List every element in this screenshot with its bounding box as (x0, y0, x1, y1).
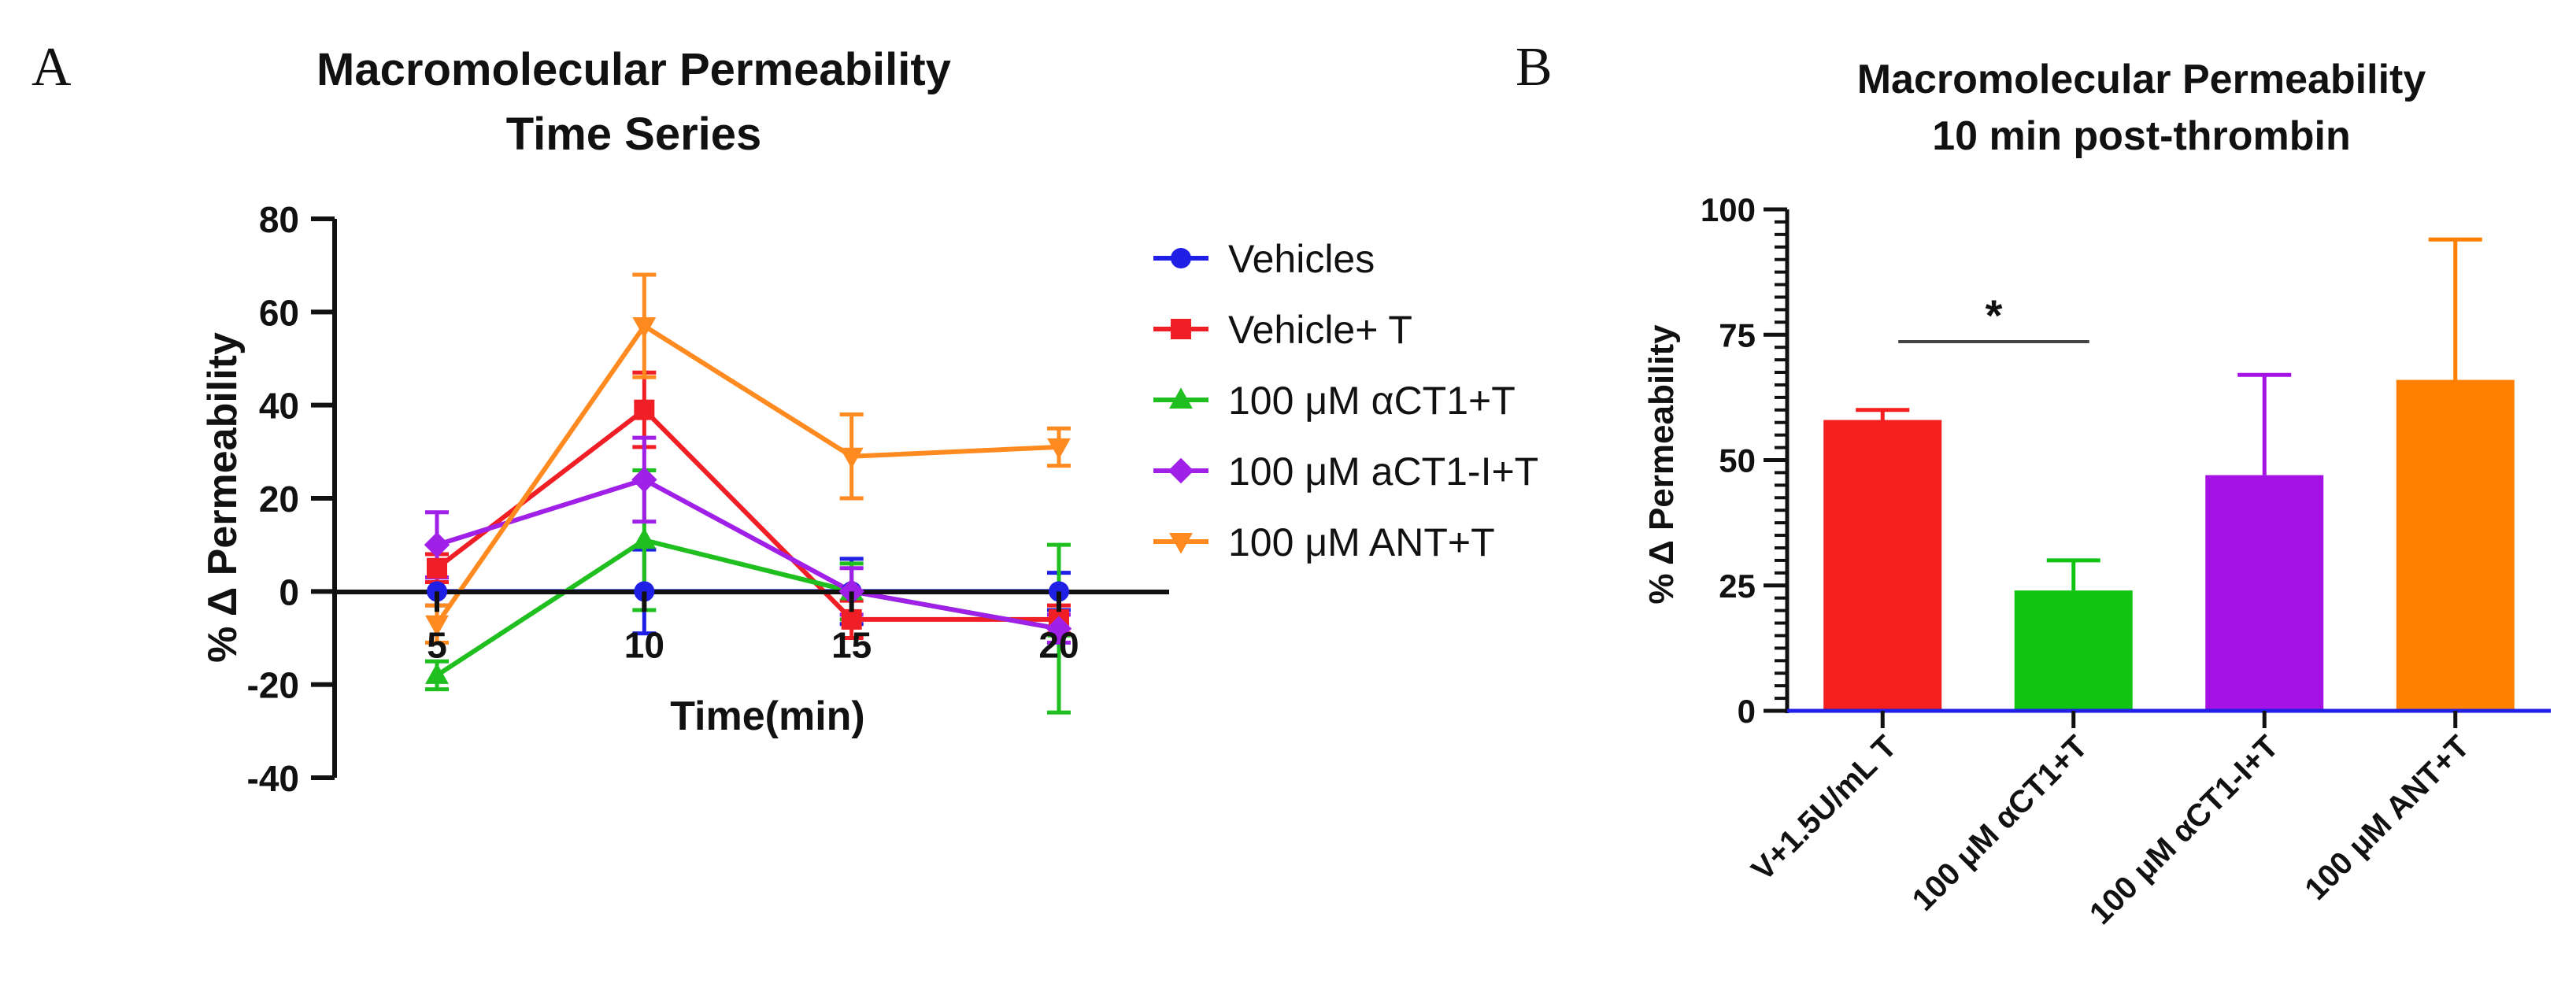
panel-a-label: A (31, 37, 72, 98)
panel-a-title-line-2: Time Series (506, 109, 762, 160)
panel-a-y-tick-label: 0 (279, 571, 299, 612)
panel-a-y-tick-label: 20 (259, 479, 299, 520)
panel-b-title-line-1: Macromolecular Permeability (1857, 57, 2426, 102)
panel-a-markers (424, 317, 1072, 684)
panel-b-bars (1823, 379, 2515, 711)
panel-a: A Macromolecular Permeability Time Serie… (31, 37, 1538, 799)
panel-a-point-100-m-act1-i-t (1046, 616, 1072, 642)
panel-a-series-line-100-m-act1-i-t (436, 477, 1060, 631)
legend-marker (1169, 532, 1193, 554)
panel-a-point-100-m-ant-t (425, 615, 449, 637)
panel-a-y-tick-label: 80 (259, 199, 299, 240)
panel-b-error-bars (1856, 237, 2482, 591)
legend-label: Vehicle+ T (1228, 308, 1412, 352)
panel-a-y-tick-label: 40 (259, 386, 299, 427)
panel-a-y-tick-label: -20 (247, 665, 299, 706)
panel-a-title-line-1: Macromolecular Permeability (316, 44, 951, 95)
panel-a-x-tick-label: 15 (831, 624, 872, 665)
panel-b-y-tick-label: 25 (1719, 568, 1756, 605)
panel-a-point-100-m-ct1-t (632, 527, 657, 549)
panel-a-point-100-m-ant-t (839, 447, 864, 469)
panel-a-x-ticks: 5 10 15 20 (427, 591, 1079, 665)
legend-label: Vehicles (1228, 237, 1375, 281)
legend-label: 100 μM αCT1+T (1228, 379, 1516, 423)
legend-label: 100 μM aCT1-I+T (1228, 449, 1538, 494)
panel-b-bar-100-m-ct1-i-t (2205, 475, 2324, 711)
legend-marker (1171, 319, 1191, 339)
legend-label: 100 μM ANT+T (1228, 520, 1495, 564)
panel-a-point-vehicle-t (634, 399, 655, 420)
panel-b-title-line-2: 10 min post-thrombin (1932, 113, 2351, 159)
panel-b-y-tick-label: 0 (1738, 693, 1756, 730)
panel-a-y-tick-label: -40 (247, 758, 299, 799)
panel-b-y-tick-label: 75 (1719, 316, 1756, 353)
legend-marker (1169, 387, 1193, 409)
panel-a-series-line-vehicle-t (435, 406, 1059, 622)
panel-b-bar-100-m-ct1-t (2014, 590, 2133, 711)
panel-b-label: B (1516, 37, 1553, 98)
panel-a-y-tick-label: 60 (259, 292, 299, 333)
panel-a-y-axis-label: % Δ Permeability (200, 332, 246, 663)
panel-b-significance: * (1898, 290, 2089, 343)
panel-a-series-line-100-m-ant-t (435, 323, 1060, 626)
panel-b-bar-v-1-5u-ml-t (1823, 420, 1942, 711)
panel-b-y-ticks: 0 25 50 75 100 (1701, 191, 1787, 730)
panel-a-point-vehicle-t (841, 608, 862, 630)
legend-marker (1171, 248, 1191, 268)
panel-b-y-tick-label: 50 (1719, 442, 1756, 479)
panel-a-point-100-m-act1-i-t (424, 531, 450, 558)
panel-b-y-axis-label: % Δ Permeability (1642, 324, 1681, 605)
panel-a-x-tick-label: 5 (427, 624, 447, 665)
significance-star: * (1986, 290, 2003, 340)
panel-b-bar-100-m-ant-t (2396, 379, 2515, 711)
panel-a-y-ticks: -40 -20 0 20 40 60 80 (247, 199, 335, 799)
panel-a-legend: Vehicles Vehicle+ T 100 μM αCT1+T 100 μM aC… (1153, 237, 1538, 564)
panel-a-x-axis-label: Time(min) (670, 694, 865, 739)
panel-a-point-100-m-ant-t (1047, 438, 1071, 460)
panel-a-x-tick-label: 10 (624, 624, 664, 665)
panel-a-point-100-m-act1-i-t (631, 467, 657, 493)
legend-marker (1168, 457, 1194, 484)
panel-a-point-vehicle-t (427, 557, 447, 579)
panel-a-point-100-m-ant-t (632, 317, 657, 338)
panel-b-y-tick-label: 100 (1701, 191, 1756, 228)
panel-a-x-tick-label: 20 (1038, 624, 1079, 665)
panel-a-point-100-m-ct1-t (425, 663, 449, 684)
